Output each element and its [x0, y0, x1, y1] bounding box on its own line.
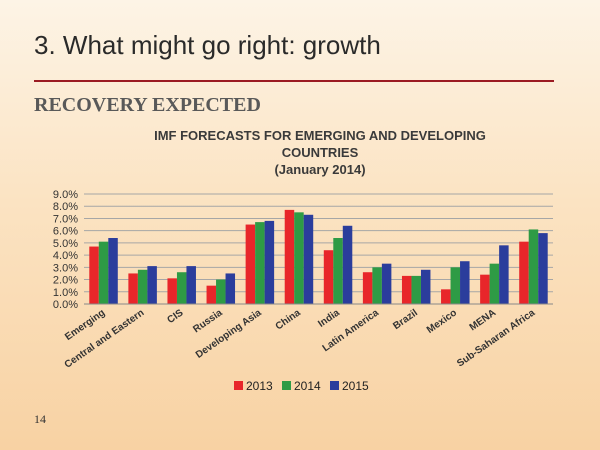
bar-2014: [450, 267, 461, 304]
bar-2015: [225, 273, 236, 304]
bar-2013: [401, 275, 412, 304]
slide-title: 3. What might go right: growth: [34, 30, 381, 60]
bar-2013: [245, 224, 256, 304]
bar-2014: [216, 279, 226, 304]
y-tick-label: 0.0%: [53, 299, 78, 311]
bar-2015: [342, 225, 353, 304]
x-tick-label: Mexico: [425, 307, 459, 335]
chart-title-line-3: (January 2014): [274, 162, 366, 177]
bar-2013: [167, 278, 177, 304]
x-tick-label: MENA: [468, 307, 498, 333]
legend-swatch-2014: [282, 381, 291, 390]
bar-2014: [528, 229, 539, 304]
bar-2013: [323, 250, 334, 304]
bar-2013: [89, 246, 99, 304]
bar-2015: [460, 261, 470, 304]
legend-label: 2014: [294, 379, 321, 393]
legend-label: 2015: [342, 379, 369, 393]
bar-2013: [519, 241, 529, 304]
bar-2013: [362, 272, 373, 304]
x-tick-label: Brazil: [391, 307, 420, 332]
bar-2013: [284, 209, 295, 304]
bar-2015: [108, 238, 118, 304]
y-tick-label: 6.0%: [53, 226, 78, 238]
y-tick-label: 1.0%: [53, 287, 78, 299]
bar-2015: [303, 214, 314, 304]
legend-swatch-2015: [330, 381, 339, 390]
bar-2014: [137, 269, 148, 304]
bar-2014: [255, 222, 265, 304]
y-tick-label: 9.0%: [53, 189, 78, 201]
bar-2013: [128, 273, 138, 304]
title-divider: [34, 80, 554, 82]
y-tick-label: 3.0%: [53, 262, 78, 274]
bar-2014: [372, 267, 382, 304]
x-tick-label: India: [316, 307, 342, 330]
legend-label: 2013: [246, 379, 273, 393]
bar-2013: [206, 285, 217, 304]
x-tick-label: Developing Asia: [194, 307, 264, 361]
bar-2015: [420, 269, 431, 304]
bar-2013: [480, 274, 490, 304]
y-tick-label: 8.0%: [53, 201, 78, 213]
y-tick-label: 5.0%: [53, 238, 78, 250]
bar-2014: [411, 275, 421, 304]
bar-2014: [176, 272, 187, 304]
chart-title-line-1: IMF FORECASTS FOR EMERGING AND DEVELOPIN…: [154, 128, 486, 143]
y-tick-label: 2.0%: [53, 275, 78, 287]
y-tick-label: 7.0%: [53, 213, 78, 225]
chart-title-line-2: COUNTRIES: [281, 145, 359, 160]
section-heading: RECOVERY EXPECTED: [34, 94, 261, 116]
y-tick-label: 4.0%: [53, 250, 78, 262]
legend-swatch-2013: [234, 381, 243, 390]
bar-2015: [499, 245, 509, 304]
bar-2015: [147, 266, 157, 304]
x-tick-label: China: [274, 307, 303, 332]
x-tick-label: CIS: [165, 307, 185, 326]
bar-2015: [538, 233, 548, 304]
page-number: 14: [34, 412, 46, 426]
bar-2015: [264, 220, 275, 304]
bar-2015: [381, 263, 392, 304]
bar-2013: [441, 289, 451, 304]
bar-2014: [98, 241, 109, 304]
bar-2015: [186, 266, 196, 304]
bar-2014: [489, 263, 500, 304]
bar-2014: [333, 238, 343, 304]
bar-2014: [294, 212, 304, 304]
x-tick-label: Russia: [191, 307, 225, 335]
